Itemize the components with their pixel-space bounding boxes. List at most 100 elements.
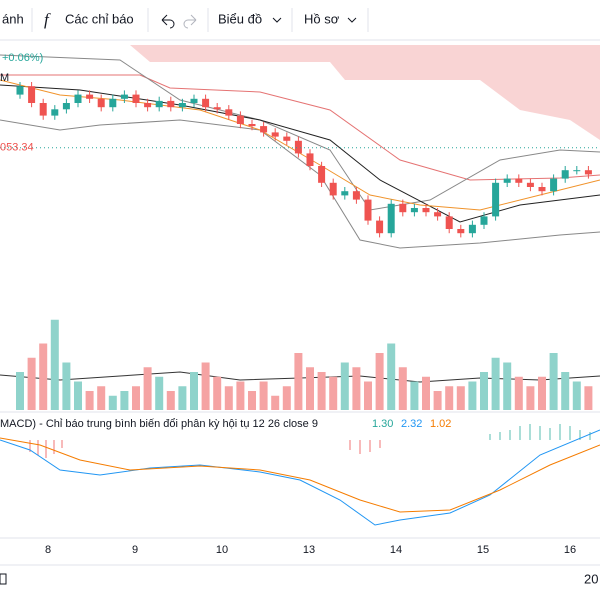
candle-body	[352, 191, 360, 200]
x-tick-label: 15	[477, 544, 489, 556]
bollinger-upper	[0, 54, 600, 211]
volume-bar	[271, 395, 280, 410]
volume-bar	[120, 391, 129, 410]
candle-body	[329, 182, 337, 196]
redo-button[interactable]	[183, 14, 197, 29]
candle-body	[410, 208, 418, 213]
x-tick-label: 10	[216, 544, 228, 556]
candle-body	[51, 109, 59, 116]
candle-body	[86, 94, 94, 99]
volume-bar	[294, 353, 303, 410]
volume-bar	[375, 353, 384, 410]
volume-bar	[143, 367, 152, 410]
macd-line	[0, 429, 600, 526]
candle-body	[376, 220, 384, 234]
volume-bar	[108, 395, 117, 410]
macd-histogram	[29, 424, 591, 458]
volume-bar	[16, 372, 24, 410]
volume-bar	[236, 381, 245, 410]
candle-body	[515, 178, 523, 183]
indicator-icon[interactable]: f	[44, 10, 51, 29]
volume-bar	[480, 372, 488, 410]
candle-body	[97, 98, 105, 108]
volume-bar	[526, 386, 535, 410]
volume-bar	[317, 372, 326, 410]
candle-body	[248, 124, 256, 127]
toolbar-item[interactable]: Biểu đồ	[218, 11, 262, 26]
candle-body	[144, 103, 152, 108]
candle-body	[341, 191, 349, 196]
candle-body	[422, 208, 430, 213]
legend-change: +0.06%)	[2, 52, 43, 64]
candle-body	[538, 187, 546, 192]
volume-bar	[306, 367, 314, 410]
volume-bar	[445, 386, 454, 410]
candle-body	[468, 224, 476, 234]
volume-bar	[329, 376, 338, 410]
ema-line	[0, 79, 600, 211]
candle-body	[399, 203, 407, 213]
candle-body	[132, 94, 140, 103]
candle-body	[120, 94, 128, 99]
volume-bar	[514, 376, 523, 410]
volume-bar	[39, 343, 48, 410]
x-tick-label: 9	[132, 544, 138, 556]
volume-bar	[224, 386, 233, 410]
toolbar	[0, 0, 600, 40]
volume-bar	[155, 376, 164, 410]
candle-body	[306, 153, 314, 166]
candle-body	[445, 216, 453, 229]
x-tick-label: 8	[45, 544, 51, 556]
candle-body	[236, 115, 244, 124]
x-tick-label: 16	[564, 544, 576, 556]
candle-body	[387, 203, 395, 234]
macd-histogram-value: 1.30	[372, 418, 393, 430]
moving-average	[0, 84, 600, 223]
candle-body	[457, 229, 465, 234]
candle-body	[271, 132, 279, 137]
volume-bar	[248, 391, 256, 410]
candle-body	[550, 178, 558, 192]
x-tick-label: 13	[303, 544, 315, 556]
calendar-icon[interactable]	[0, 573, 7, 585]
candle-body	[155, 100, 163, 108]
bollinger-lower	[0, 119, 600, 249]
volume-bar	[201, 362, 210, 410]
volume-bar	[213, 376, 222, 410]
candle-body	[294, 140, 302, 154]
volume-bar	[561, 372, 570, 410]
price-line-label: 053.34	[0, 142, 34, 154]
volume-bar	[572, 381, 581, 410]
candle-body	[480, 216, 488, 225]
volume-bar	[97, 386, 106, 410]
legend-interval: M	[0, 72, 9, 84]
volume-bar	[74, 381, 82, 410]
candle-body	[561, 170, 569, 179]
undo-button[interactable]	[161, 14, 175, 29]
volume-bar	[132, 386, 140, 410]
candle-body	[190, 98, 198, 103]
candle-body	[167, 100, 175, 108]
volume-bar	[398, 367, 407, 410]
candle-body	[434, 212, 442, 217]
candle-body	[364, 199, 372, 221]
volume-bar	[456, 386, 465, 410]
volume-bar	[433, 391, 442, 410]
volume-bar	[166, 391, 175, 410]
volume-bar	[491, 357, 500, 410]
volume-bar	[549, 353, 558, 410]
volume-bar	[178, 386, 187, 410]
toolbar-item[interactable]: Các chỉ báo	[65, 11, 134, 26]
candle-body	[213, 107, 221, 110]
volume-bar	[410, 381, 419, 410]
candle-body	[62, 103, 70, 110]
toolbar-item[interactable]: ánh	[2, 11, 24, 26]
candle-body	[202, 98, 210, 108]
toolbar-item[interactable]: Hồ sơ	[304, 11, 340, 26]
candle-body	[503, 178, 511, 183]
signal-line	[0, 437, 600, 513]
candle-body	[109, 98, 117, 108]
candle-body	[260, 126, 268, 133]
volume-bar	[50, 319, 59, 410]
candle-body	[28, 86, 36, 103]
